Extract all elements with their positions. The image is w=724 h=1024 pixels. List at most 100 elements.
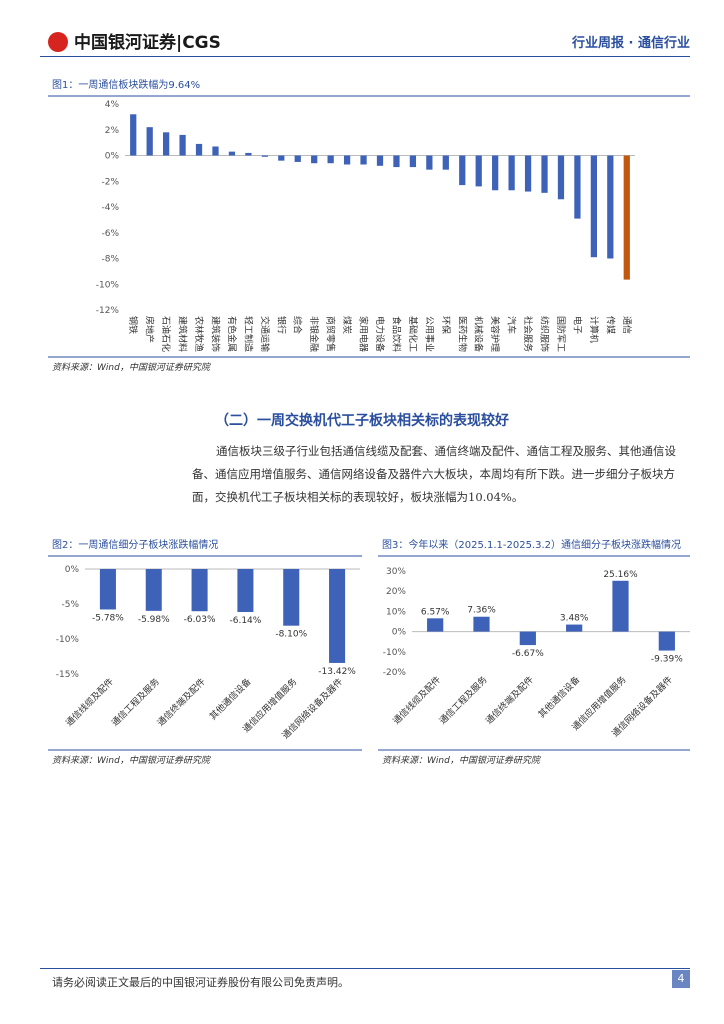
bar (294, 155, 301, 162)
value-label: 6.57% (421, 607, 450, 617)
value-label: -5.78% (92, 613, 124, 623)
y-tick-label: -10% (383, 648, 407, 658)
x-tick-label: 房地产 (144, 316, 156, 343)
x-tick-label: 其他通信设备 (536, 674, 583, 721)
bar (191, 569, 208, 612)
x-tick-label: 综合 (292, 316, 304, 334)
x-tick-label: 美容护理 (489, 316, 501, 352)
x-tick-label: 农林牧渔 (193, 316, 205, 352)
y-tick-label: -2% (101, 177, 119, 187)
value-label: -9.39% (651, 655, 683, 665)
y-tick-label: 4% (105, 100, 120, 110)
x-tick-label: 医药生物 (456, 316, 468, 352)
x-tick-label: 环保 (440, 316, 452, 334)
bar (237, 569, 254, 612)
x-tick-label: 社会服务 (522, 316, 534, 352)
bar (212, 146, 219, 156)
x-tick-label: 传媒 (604, 316, 616, 334)
y-tick-label: -8% (101, 255, 119, 265)
bar (327, 155, 334, 164)
bar (574, 155, 581, 219)
footer-disclaimer: 请务必阅读正文最后的中国银河证券股份有限公司免责声明。 (52, 976, 349, 989)
value-label: -8.10% (275, 630, 307, 640)
bar (623, 155, 630, 280)
bar (311, 155, 318, 164)
y-tick-label: -10% (56, 635, 80, 645)
bar (557, 155, 565, 200)
bar (409, 155, 417, 168)
x-tick-label: 交通运输 (259, 316, 271, 352)
y-tick-label: 0% (105, 152, 120, 162)
bar (360, 155, 367, 165)
x-tick-label: 煤炭 (341, 316, 353, 334)
bar (519, 631, 536, 646)
y-tick-label: -4% (101, 203, 119, 213)
value-label: 3.48% (560, 614, 589, 624)
section-title: （二）一周交换机代工子板块相关标的表现较好 (215, 413, 509, 429)
bar (658, 631, 675, 651)
x-tick-label: 汽车 (506, 316, 518, 334)
bar (393, 155, 400, 168)
chart-source: 资料来源：Wind，中国银河证券研究院 (52, 755, 212, 766)
x-tick-label: 有色金属 (226, 316, 238, 352)
x-tick-label: 建筑装饰 (209, 316, 221, 352)
bar (473, 616, 490, 632)
bar (475, 155, 482, 187)
chart-source: 资料来源：Wind，中国银河证券研究院 (382, 755, 542, 766)
y-tick-label: 30% (386, 567, 406, 577)
x-tick-label: 轻工制造 (242, 316, 254, 352)
x-tick-label: 国防军工 (555, 316, 567, 352)
x-tick-label: 石油石化 (160, 316, 172, 352)
bar (179, 134, 186, 156)
x-tick-label: 通信线缆及配件 (390, 674, 443, 727)
x-tick-label: 纺织服饰 (539, 316, 551, 352)
y-tick-label: 20% (386, 587, 406, 597)
x-tick-label: 电力设备 (374, 316, 386, 352)
bar (607, 155, 614, 259)
page-number: 4 (672, 970, 690, 988)
value-label: -6.14% (229, 616, 261, 626)
bar (343, 155, 351, 165)
bar (99, 569, 116, 610)
y-tick-label: -12% (96, 306, 120, 316)
value-label: -6.03% (184, 615, 216, 625)
bar (245, 152, 252, 156)
x-tick-label: 通信 (621, 316, 633, 334)
bar (163, 132, 170, 156)
x-tick-label: 通信线缆及配件 (63, 676, 116, 729)
y-tick-label: -15% (56, 670, 80, 680)
x-tick-label: 计算机 (588, 316, 600, 343)
y-tick-label: 2% (105, 126, 120, 136)
bar (492, 155, 499, 191)
x-tick-label: 通信工程及服务 (109, 676, 162, 729)
bar (145, 569, 162, 611)
x-tick-label: 机械设备 (473, 316, 485, 352)
x-tick-label: 通信终端及配件 (483, 674, 536, 727)
x-tick-label: 基础化工 (407, 316, 419, 352)
bar (566, 624, 583, 632)
y-tick-label: 10% (386, 607, 406, 617)
footer-line (40, 968, 690, 969)
x-tick-label: 电子 (571, 316, 583, 334)
x-tick-label: 建筑材料 (177, 316, 189, 352)
value-label: -6.67% (512, 649, 544, 659)
bar (283, 569, 300, 626)
bar (524, 155, 532, 192)
x-tick-label: 非银金融 (308, 316, 320, 352)
x-tick-label: 通信终端及配件 (155, 676, 208, 729)
y-tick-label: -20% (383, 668, 407, 678)
chart-title: 图2：一周通信细分子板块涨跌幅情况 (52, 538, 218, 551)
y-tick-label: -5% (61, 600, 79, 610)
x-tick-label: 食品饮料 (390, 316, 402, 352)
value-label: -5.98% (138, 615, 170, 625)
y-tick-label: -10% (96, 280, 120, 290)
bar (329, 569, 346, 663)
bar (376, 155, 384, 166)
logo-text: 中国银河证券|CGS (74, 33, 221, 53)
x-tick-label: 其他通信设备 (207, 676, 254, 723)
bar (228, 151, 236, 156)
y-tick-label: 0% (392, 628, 407, 638)
bar (541, 155, 548, 193)
bar (508, 155, 515, 191)
bar (442, 155, 449, 170)
